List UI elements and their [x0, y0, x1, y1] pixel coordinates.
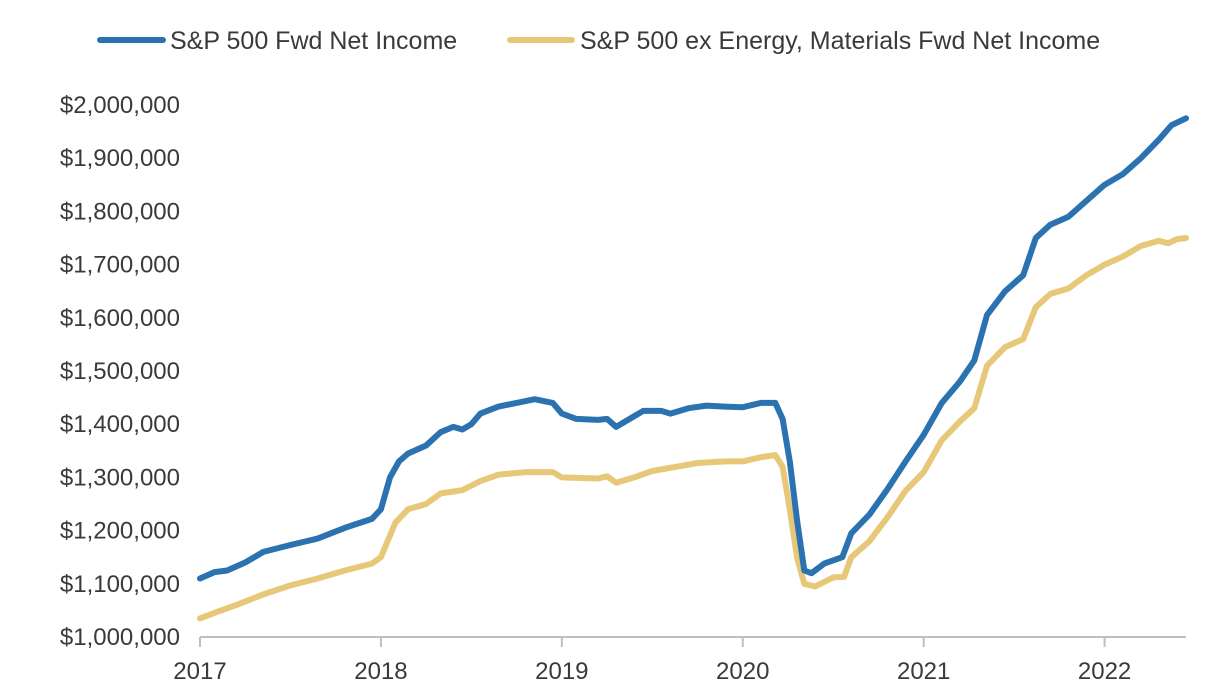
y-tick-label: $1,500,000 — [60, 358, 180, 385]
y-tick-label: $1,600,000 — [60, 305, 180, 332]
x-axis: 2017 2018 2019 2020 2021 2022 — [173, 636, 1186, 685]
legend-label-series-2: S&P 500 ex Energy, Materials Fwd Net Inc… — [580, 27, 1100, 55]
legend: S&P 500 Fwd Net Income S&P 500 ex Energy… — [97, 27, 1100, 55]
x-tick-label: 2018 — [354, 658, 407, 685]
x-tick-label: 2019 — [535, 658, 588, 685]
y-tick-label: $1,100,000 — [60, 571, 180, 598]
y-tick-label: $1,900,000 — [60, 145, 180, 172]
y-tick-label: $2,000,000 — [60, 92, 180, 119]
y-tick-label: $1,700,000 — [60, 252, 180, 279]
y-axis: $1,000,000 $1,100,000 $1,200,000 $1,300,000… — [60, 92, 180, 651]
y-tick-label: $1,200,000 — [60, 518, 180, 545]
x-tick-label: 2017 — [173, 658, 226, 685]
x-tick-label: 2021 — [897, 658, 950, 685]
series-line-1 — [197, 115, 1189, 582]
x-tick-label: 2022 — [1078, 658, 1131, 685]
legend-label-series-1: S&P 500 Fwd Net Income — [170, 27, 457, 55]
y-tick-label: $1,000,000 — [60, 624, 180, 651]
y-tick-label: $1,300,000 — [60, 464, 180, 491]
x-tick-label: 2020 — [716, 658, 769, 685]
series-line-2 — [197, 235, 1189, 622]
y-tick-label: $1,800,000 — [60, 198, 180, 225]
plot-area — [197, 115, 1189, 622]
y-tick-label: $1,400,000 — [60, 411, 180, 438]
